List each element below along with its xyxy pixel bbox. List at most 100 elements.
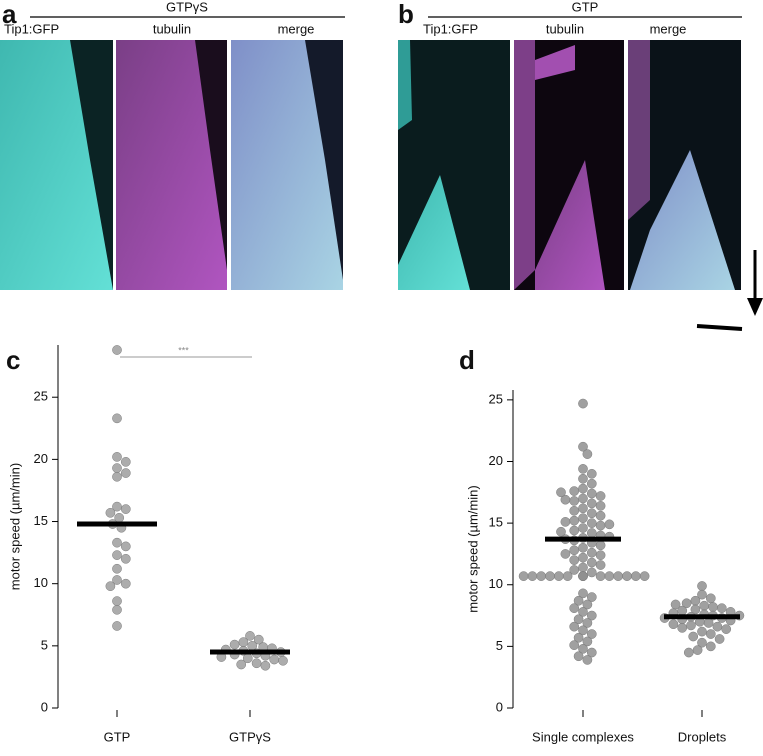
data-point (578, 562, 588, 573)
y-axis-label: motor speed (µm/min) (7, 463, 22, 590)
y-tick-label: 0 (496, 699, 503, 714)
data-point (586, 547, 597, 558)
data-point (690, 604, 701, 615)
data-point (716, 603, 727, 614)
data-point (112, 563, 122, 574)
data-point (562, 571, 573, 581)
data-point (586, 647, 597, 658)
data-point (595, 510, 606, 521)
data-point (573, 632, 584, 643)
data-point (578, 513, 588, 524)
data-point (120, 504, 131, 514)
y-tick-label: 5 (496, 638, 503, 653)
data-point (613, 571, 624, 581)
data-point (639, 571, 650, 581)
y-tick-label: 15 (34, 513, 48, 528)
data-point (536, 571, 547, 581)
data-point (553, 571, 564, 581)
data-point (595, 550, 606, 561)
data-point (705, 629, 716, 639)
channel-label: merge (650, 21, 687, 36)
data-point (560, 494, 571, 505)
data-point (578, 503, 588, 514)
data-point (586, 528, 597, 538)
data-point (586, 468, 597, 479)
data-point (586, 498, 597, 509)
data-point (556, 526, 566, 537)
data-point (236, 659, 247, 670)
kymograph-signal (0, 40, 113, 290)
data-point (569, 603, 580, 614)
kymograph-signal (535, 45, 575, 80)
data-point (112, 604, 122, 615)
data-point (560, 549, 571, 559)
data-point (578, 523, 588, 533)
y-tick-label: 10 (489, 576, 503, 591)
data-point (569, 555, 580, 565)
y-tick-label: 0 (41, 699, 48, 714)
data-point (260, 660, 271, 671)
data-point (112, 596, 122, 606)
panel-label: d (459, 345, 475, 375)
data-point (586, 592, 597, 602)
data-point (112, 463, 122, 473)
panel-label: a (2, 0, 17, 29)
data-point (699, 600, 710, 611)
data-point (582, 618, 593, 628)
data-point (586, 508, 597, 519)
data-point (229, 639, 240, 650)
data-point (569, 545, 580, 556)
data-point (578, 398, 588, 409)
data-point (251, 658, 262, 669)
data-point (668, 619, 679, 630)
data-point (686, 620, 696, 631)
channel-label: tubulin (153, 21, 191, 36)
data-point (573, 651, 584, 662)
data-point (697, 637, 707, 648)
data-point (269, 654, 280, 665)
data-point (105, 507, 116, 518)
data-point (708, 602, 718, 612)
data-point (595, 501, 606, 511)
data-point (705, 593, 716, 604)
data-point (578, 493, 588, 504)
data-point (697, 581, 707, 591)
data-point (573, 614, 584, 625)
y-tick-label: 10 (34, 575, 48, 590)
kymograph-signal (628, 40, 650, 220)
data-point (578, 464, 588, 474)
data-point (578, 643, 588, 654)
data-point (569, 496, 580, 506)
data-point (569, 515, 580, 526)
data-point (569, 621, 580, 632)
data-point (714, 634, 725, 644)
data-point (595, 520, 606, 531)
data-point (112, 452, 122, 462)
data-point (545, 571, 555, 581)
scale-bar (696, 324, 743, 331)
data-point (560, 517, 571, 527)
data-point (112, 345, 122, 355)
data-point (112, 537, 122, 548)
data-point (253, 634, 264, 645)
data-point (112, 550, 122, 560)
data-point (569, 486, 580, 496)
data-point (120, 468, 131, 478)
data-point (578, 441, 588, 452)
data-point (586, 567, 597, 578)
data-point (683, 647, 694, 658)
data-point (120, 578, 131, 589)
data-point (112, 621, 122, 631)
data-point (238, 637, 249, 647)
y-axis-label: motor speed (µm/min) (465, 485, 480, 612)
panel-a (0, 16, 345, 290)
data-point (120, 541, 131, 552)
panel-label: c (6, 345, 20, 375)
data-point (712, 621, 723, 632)
data-point (697, 589, 707, 600)
data-point (112, 471, 122, 482)
panel-header: GTPγS (166, 0, 208, 14)
data-point (595, 560, 606, 570)
data-point (681, 598, 692, 609)
data-point (586, 557, 597, 568)
